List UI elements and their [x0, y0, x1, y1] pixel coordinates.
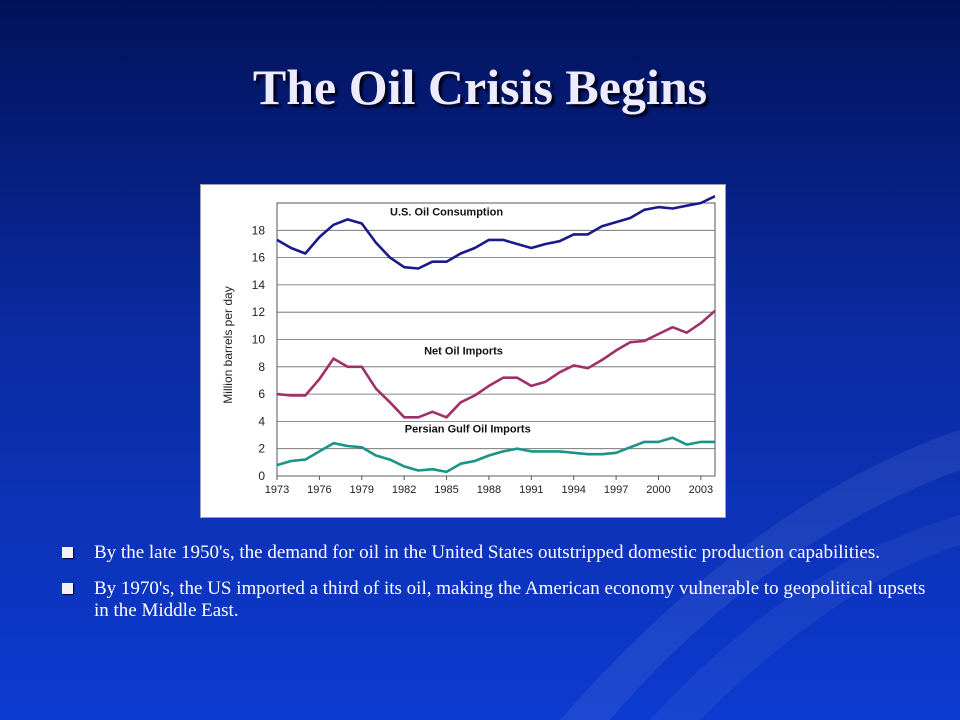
square-bullet-icon — [62, 583, 73, 594]
series-line — [276, 195, 716, 270]
x-tick-label: 1997 — [604, 484, 628, 496]
y-tick-label: 12 — [252, 305, 266, 319]
x-tick-label: 1994 — [561, 484, 585, 496]
y-tick-label: 4 — [258, 414, 265, 428]
bullet-item: By 1970's, the US imported a third of it… — [62, 578, 932, 622]
series-annotation-label: Net Oil Imports — [424, 346, 503, 358]
y-tick-label: 6 — [258, 387, 265, 401]
y-tick-label: 16 — [252, 251, 266, 265]
x-tick-label: 1976 — [307, 484, 331, 496]
chart-svg: 0 2 4 6 8 10 12 14 16 18 1973 1976 1979 1982 1985 1988 1… — [221, 195, 716, 496]
series-annotation-label: U.S. Oil Consumption — [390, 206, 503, 218]
x-tick-label: 1979 — [350, 484, 374, 496]
x-tick-label: 1985 — [434, 484, 458, 496]
oil-chart: 0 2 4 6 8 10 12 14 16 18 1973 1976 1979 1982 1985 1988 1… — [200, 184, 726, 518]
bullet-list: By the late 1950's, the demand for oil i… — [62, 542, 932, 636]
y-tick-label: 14 — [252, 278, 266, 292]
x-tick-label: 2003 — [689, 484, 713, 496]
series-line — [276, 436, 715, 474]
y-tick-label: 2 — [258, 442, 265, 456]
series-annotation-label: Persian Gulf Oil Imports — [405, 423, 531, 435]
x-tick-label: 1973 — [265, 484, 289, 496]
series-layer — [276, 195, 716, 474]
y-tick-label: 8 — [258, 360, 265, 374]
bullet-item: By the late 1950's, the demand for oil i… — [62, 542, 932, 564]
bullet-text: By the late 1950's, the demand for oil i… — [94, 542, 880, 563]
y-tick-label: 0 — [258, 469, 265, 483]
grid-layer — [276, 202, 716, 477]
slide-title: The Oil Crisis Begins — [252, 59, 708, 115]
y-axis-label: Million barrels per day — [221, 286, 235, 403]
square-bullet-icon — [62, 547, 73, 558]
bullet-text: By 1970's, the US imported a third of it… — [94, 578, 926, 621]
y-tick-label: 18 — [252, 223, 266, 237]
x-tick-label: 1991 — [519, 484, 543, 496]
x-tick-label: 2000 — [646, 484, 670, 496]
annotation-layer: U.S. Oil Consumption Net Oil Imports Persi… — [390, 206, 531, 435]
tick-layer: 0 2 4 6 8 10 12 14 16 18 1973 1976 1979 1982 1985 1988 1… — [252, 223, 713, 496]
x-tick-label: 1982 — [392, 484, 416, 496]
series-line — [276, 309, 716, 419]
y-tick-label: 10 — [252, 333, 266, 347]
x-tick-label: 1988 — [477, 484, 501, 496]
